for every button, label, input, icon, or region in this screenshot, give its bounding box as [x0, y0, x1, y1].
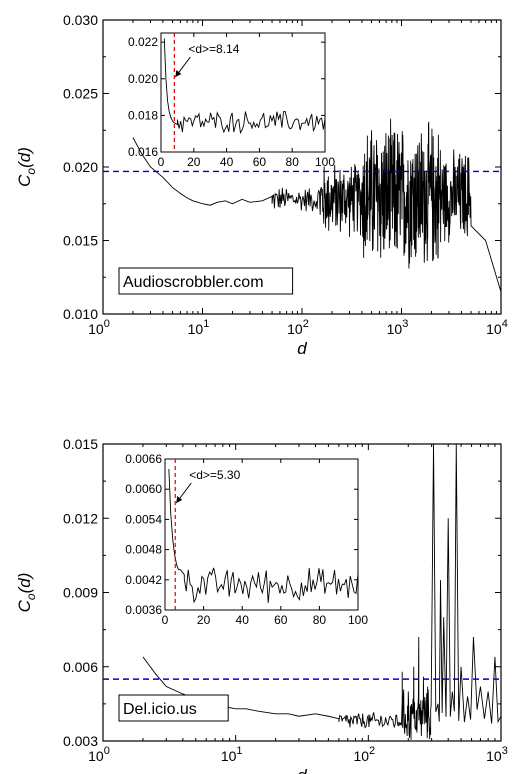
legend-box: [118, 267, 294, 295]
x-tick-label: 102: [353, 745, 375, 764]
inset-x-tick-label: 40: [236, 613, 250, 627]
x-tick-label: 101: [188, 318, 210, 337]
x-axis-label: d: [297, 766, 307, 774]
inset-x-tick-label: 20: [187, 155, 201, 169]
inset-y-tick-label: 0.018: [128, 108, 158, 122]
inset-frame: [164, 458, 359, 611]
inset-x-tick-label: 0: [162, 613, 169, 627]
y-axis-label: Co(d): [15, 147, 38, 187]
x-tick-label: 100: [88, 318, 110, 337]
inset-y-tick-label: 0.0042: [125, 573, 162, 587]
inset-y-tick-label: 0.0036: [125, 603, 162, 617]
inset-y-tick-label: 0.020: [128, 72, 158, 86]
x-tick-label: 104: [486, 318, 508, 337]
legend-label: Audioscrobbler.com: [123, 274, 264, 291]
y-tick-label: 0.025: [63, 86, 98, 102]
annotation-arrowhead: [176, 496, 183, 503]
x-tick-label: 102: [287, 318, 309, 337]
inset-y-tick-label: 0.0060: [125, 482, 162, 496]
y-tick-label: 0.015: [63, 233, 98, 249]
inset-y-tick-label: 0.0066: [125, 452, 162, 466]
inset-x-tick-label: 100: [348, 613, 368, 627]
x-axis-label: d: [297, 339, 307, 358]
y-tick-label: 0.030: [63, 12, 98, 28]
inset-y-tick-label: 0.0048: [125, 543, 162, 557]
y-tick-label: 0.010: [63, 306, 98, 322]
y-tick-label: 0.020: [63, 159, 98, 175]
x-tick-label: 103: [387, 318, 409, 337]
y-tick-label: 0.006: [63, 659, 98, 675]
inset-x-tick-label: 60: [274, 613, 288, 627]
y-axis-label: Co(d): [15, 573, 38, 613]
inset-x-tick-label: 0: [158, 155, 165, 169]
y-tick-label: 0.015: [63, 436, 98, 452]
inset-x-tick-label: 80: [286, 155, 300, 169]
inset-x-tick-label: 60: [253, 155, 267, 169]
inset-y-tick-label: 0.016: [128, 145, 158, 159]
x-tick-label: 103: [486, 745, 508, 764]
audioscrobbler-chart: 0.010 0.015 0.020 0.025 0.030 100 101 102 103 104…: [15, 12, 508, 358]
inset-y-tick-label: 0.0054: [125, 512, 162, 526]
data-series-line: [132, 118, 502, 293]
y-tick-label: 0.003: [63, 733, 98, 749]
delicious-chart: 0.003 0.006 0.009 0.012 0.015 100 101 102 103 d Co…: [15, 436, 508, 774]
y-tick-label: 0.012: [63, 510, 98, 526]
inset-x-tick-label: 20: [197, 613, 211, 627]
inset-frame: [160, 32, 326, 153]
inset-series-line: [168, 469, 359, 604]
legend-box: [118, 694, 229, 722]
annotation-arrowhead: [175, 70, 182, 77]
inset-x-tick-label: 80: [313, 613, 327, 627]
legend-label: Del.icio.us: [123, 701, 197, 718]
inset-x-tick-label: 100: [315, 155, 335, 169]
inset-y-tick-label: 0.022: [128, 35, 158, 49]
inset-series-line: [163, 38, 326, 135]
inset-chart: 0.0036 0.0042 0.0048 0.0054 0.0060 0.0066 0 20 4…: [125, 452, 368, 627]
inset-x-tick-label: 40: [220, 155, 234, 169]
inset-chart: 0.016 0.018 0.020 0.022 0 20 40 60 80 100 <d>=8.14: [128, 32, 335, 169]
mean-degree-annotation: <d>=5.30: [189, 468, 240, 482]
data-series-line: [142, 443, 502, 740]
y-tick-label: 0.009: [63, 585, 98, 601]
x-tick-label: 100: [88, 745, 110, 764]
x-tick-label: 101: [221, 745, 243, 764]
mean-degree-annotation: <d>=8.14: [188, 42, 239, 56]
